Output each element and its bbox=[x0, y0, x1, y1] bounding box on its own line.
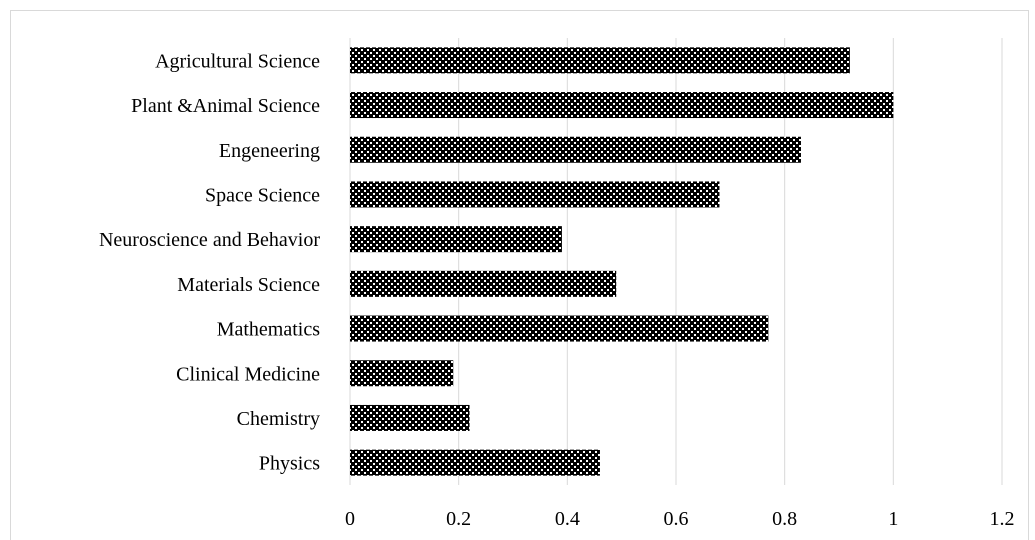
x-tick-label: 0.6 bbox=[664, 508, 689, 530]
x-tick-label: 1.2 bbox=[990, 508, 1015, 530]
category-label: Clinical Medicine bbox=[176, 363, 320, 385]
bar bbox=[350, 360, 454, 387]
category-label: Plant &Animal Science bbox=[131, 95, 320, 117]
category-label: Chemistry bbox=[237, 408, 320, 430]
x-tick-labels: 0 0.2 0.4 0.6 0.8 1 1.2 bbox=[345, 508, 1015, 530]
category-label: Agricultural Science bbox=[155, 50, 320, 72]
x-tick-label: 0 bbox=[345, 508, 355, 530]
x-tick-label: 0.8 bbox=[772, 508, 797, 530]
bar bbox=[350, 315, 769, 342]
category-label: Materials Science bbox=[177, 274, 320, 296]
bar bbox=[350, 136, 801, 163]
category-labels: Agricultural Science Plant &Animal Scienc… bbox=[99, 50, 320, 474]
x-tick-label: 1 bbox=[888, 508, 898, 530]
bar bbox=[350, 404, 470, 431]
x-tick-label: 0.4 bbox=[555, 508, 580, 530]
category-label: Mathematics bbox=[217, 319, 321, 341]
x-tick-label: 0.2 bbox=[446, 508, 471, 530]
bar bbox=[350, 226, 562, 253]
category-label: Physics bbox=[259, 453, 320, 475]
bar bbox=[350, 47, 850, 74]
bar bbox=[350, 270, 617, 297]
bar bbox=[350, 449, 600, 476]
bar bbox=[350, 92, 894, 119]
bars bbox=[350, 47, 894, 476]
category-label: Space Science bbox=[205, 184, 320, 206]
category-label: Engeneering bbox=[219, 140, 320, 162]
category-label: Neuroscience and Behavior bbox=[99, 229, 320, 251]
bar bbox=[350, 181, 720, 208]
